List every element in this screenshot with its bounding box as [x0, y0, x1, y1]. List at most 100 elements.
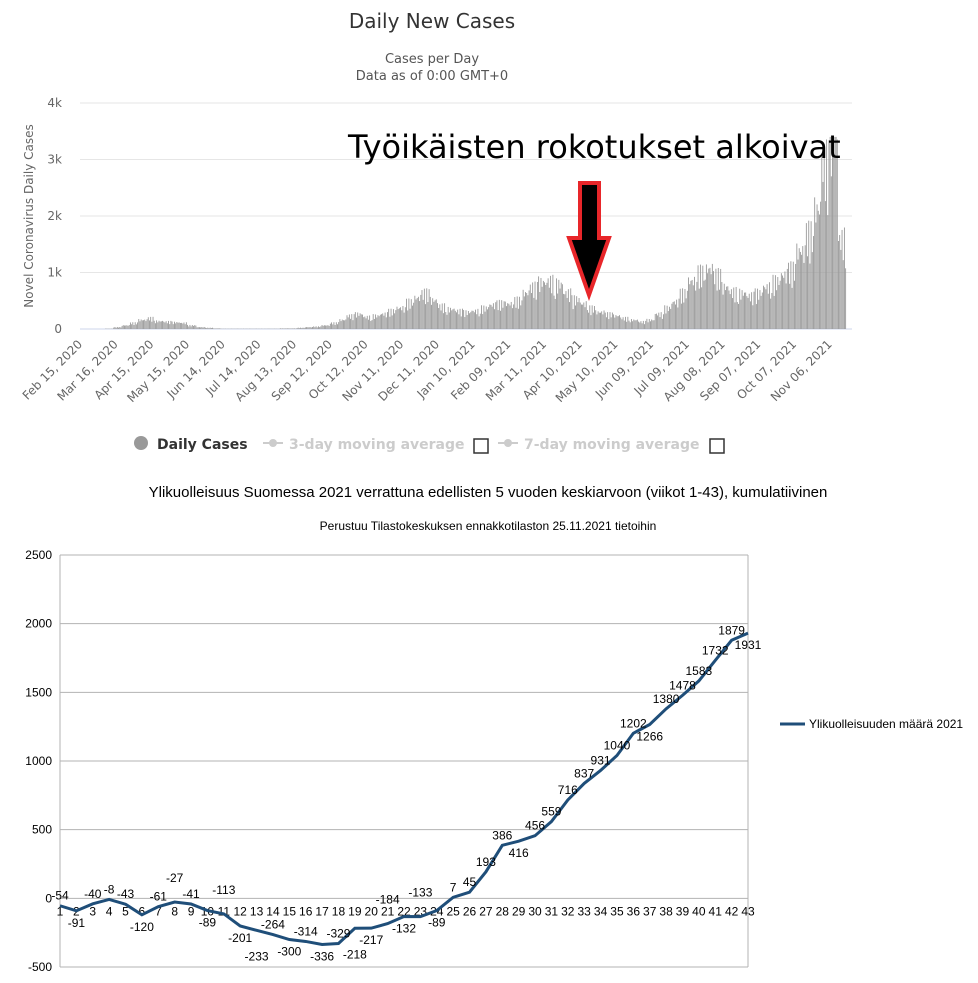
bar [384, 312, 386, 329]
bar [139, 321, 141, 329]
bar [416, 298, 418, 329]
bar [143, 320, 144, 329]
legend-marker-icon [269, 439, 277, 447]
bar [434, 300, 436, 329]
bar [790, 261, 792, 329]
bar [473, 312, 475, 329]
bar [550, 275, 551, 329]
bar [459, 308, 461, 329]
bar [315, 326, 317, 329]
bar [623, 320, 625, 329]
bar [691, 279, 693, 329]
bar [163, 321, 165, 329]
bar [622, 317, 624, 329]
bar [651, 319, 653, 329]
data-label: -132 [392, 921, 416, 935]
bar [132, 322, 134, 329]
bar [496, 300, 498, 329]
bar [318, 326, 319, 329]
bar [835, 136, 837, 329]
bar [497, 310, 499, 329]
bar [783, 277, 785, 329]
bar [215, 328, 217, 329]
bar [542, 280, 544, 329]
bar [727, 286, 729, 329]
bar [116, 326, 118, 329]
x-tick-label: 15 [283, 904, 297, 918]
legend-marker-icon [504, 439, 512, 447]
bar [561, 284, 563, 329]
bar [745, 292, 747, 329]
bar [151, 321, 153, 329]
bar [406, 298, 407, 329]
bar [170, 320, 172, 329]
bar [613, 314, 615, 329]
bar [370, 321, 372, 329]
bar [206, 328, 208, 329]
x-tick-label: 8 [171, 904, 178, 918]
bar [289, 328, 291, 329]
bar [391, 315, 393, 329]
bar [823, 143, 825, 329]
data-label: -218 [343, 947, 367, 961]
bar [628, 320, 630, 329]
7day-checkbox[interactable] [709, 438, 725, 454]
y-tick-label: -500 [28, 960, 52, 974]
bar [394, 313, 396, 329]
bar [157, 322, 159, 329]
y-tick-label: 0 [45, 891, 52, 905]
bar [300, 327, 302, 329]
bar [820, 201, 822, 329]
bar [757, 288, 759, 329]
bar [408, 298, 410, 329]
bar [527, 295, 529, 329]
bar [598, 312, 600, 329]
bar [626, 321, 628, 329]
bar [758, 299, 760, 329]
bar [137, 322, 139, 329]
y-tick-label: 0 [54, 322, 62, 336]
bar [325, 325, 327, 329]
bar [539, 291, 541, 329]
legend-label: 7-day moving average [524, 437, 700, 453]
bar [364, 316, 366, 329]
bar [200, 327, 202, 329]
chart-title: Ylikuolleisuus Suomessa 2021 verrattuna … [149, 484, 828, 501]
bar [547, 278, 549, 329]
bar [120, 327, 122, 329]
bar [444, 303, 446, 329]
bar [141, 320, 143, 329]
bar [194, 325, 196, 329]
bar [202, 327, 204, 329]
x-tick-label: 41 [709, 904, 723, 918]
bar [770, 298, 772, 329]
bar [589, 305, 591, 329]
bar [492, 303, 494, 329]
bar [401, 310, 403, 329]
bar [431, 304, 432, 329]
bar [642, 320, 644, 329]
bar [836, 139, 838, 329]
bar [605, 317, 607, 329]
legend-3day[interactable]: 3-day moving average [263, 437, 465, 453]
bar [322, 325, 324, 329]
bar [534, 281, 536, 329]
legend-7day[interactable]: 7-day moving average [498, 437, 700, 453]
bar [759, 290, 761, 329]
bar [303, 327, 305, 329]
bar [210, 327, 212, 329]
3day-checkbox[interactable] [473, 438, 489, 454]
bar [190, 326, 192, 329]
y-tick-label: 2000 [25, 617, 52, 631]
bar [507, 303, 509, 329]
bar [360, 314, 362, 329]
bar [705, 264, 707, 329]
x-tick-label: 12 [234, 904, 248, 918]
legend-daily-cases[interactable]: Daily Cases [134, 436, 248, 453]
bar [382, 313, 384, 329]
bar [113, 327, 115, 329]
bar [363, 317, 365, 329]
bar [763, 285, 764, 329]
bar [526, 293, 528, 329]
bar [805, 223, 807, 329]
